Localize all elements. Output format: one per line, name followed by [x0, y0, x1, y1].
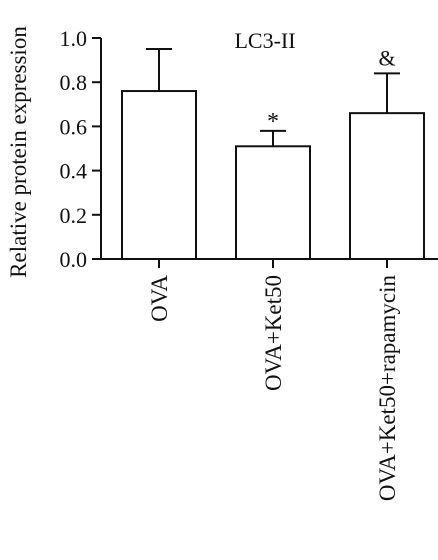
bar-0: [121, 90, 197, 261]
y-tick-label-1: 0.2: [60, 203, 88, 228]
y-tick-label-4: 0.8: [60, 70, 88, 95]
y-tick-label-5: 1.0: [60, 26, 88, 51]
x-tick-label-1: OVA+Ket50: [261, 275, 286, 391]
x-tick-label-2: OVA+Ket50+rapamycin: [375, 275, 400, 502]
annotation-2: &: [378, 45, 395, 70]
x-tick-label-0: OVA: [147, 275, 172, 322]
y-tick-label-0: 0.0: [60, 247, 88, 272]
chart-title: LC3-II: [234, 28, 295, 53]
y-tick-label-2: 0.4: [60, 159, 88, 184]
bar-2: [349, 112, 425, 260]
bar-1: [235, 145, 311, 260]
annotation-1: *: [267, 109, 279, 135]
chart-marks: 0.0 0.2 0.4 0.6 0.8 1.0 OVA * OVA+Ket50 & OVA+Ket5…: [60, 26, 425, 501]
y-tick-label-3: 0.6: [60, 114, 88, 139]
y-axis-label: Relative protein expression: [6, 26, 31, 278]
